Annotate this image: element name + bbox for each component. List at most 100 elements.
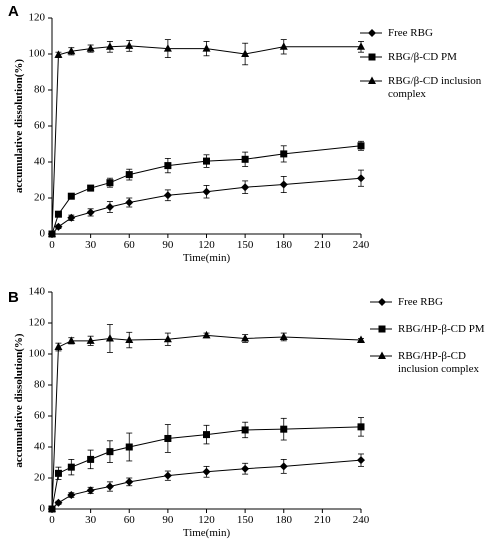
x-tick-label: 120 (198, 239, 215, 251)
x-axis-title: Time(min) (183, 527, 231, 539)
data-point (125, 477, 134, 486)
data-point (125, 41, 134, 49)
data-point (86, 208, 95, 217)
x-tick-label: 210 (314, 514, 331, 526)
legend-label: Free RBG (398, 296, 443, 308)
data-point (203, 157, 210, 165)
data-point (202, 330, 211, 339)
legend-marker (368, 53, 376, 61)
data-point (125, 443, 133, 451)
data-point (241, 464, 250, 473)
data-point (86, 486, 95, 495)
data-point (241, 334, 250, 342)
legend-label: Free RBG (388, 27, 433, 39)
series-line (51, 334, 362, 510)
panel-label: A (8, 3, 19, 20)
x-tick-label: 240 (353, 239, 370, 251)
x-tick-label: 60 (124, 239, 136, 251)
chart-panel-a: A 0 20 40 60 80 100 120 0 30 60 90 120 150 180 210 240 Ti… (8, 3, 482, 264)
data-point (241, 49, 250, 57)
data-point (54, 210, 62, 218)
x-tick-label: 30 (85, 239, 97, 251)
series-line (51, 45, 361, 235)
legend-entry: RBG/HP-β-CD PM (370, 323, 485, 335)
data-point (280, 425, 288, 433)
data-point (164, 434, 172, 442)
data-point (203, 431, 210, 439)
data-point (163, 471, 172, 480)
data-point (357, 42, 365, 50)
y-tick-label: 80 (34, 84, 46, 96)
legend-marker (368, 76, 376, 84)
data-point (54, 469, 62, 477)
y-tick-label: 80 (34, 379, 46, 391)
data-point (106, 448, 114, 456)
x-tick-label: 240 (353, 514, 370, 526)
series-triangle (48, 324, 365, 512)
data-point (54, 498, 63, 507)
data-point (279, 42, 288, 50)
y-tick-label: 60 (34, 410, 46, 422)
data-point (241, 155, 249, 163)
data-point (105, 42, 114, 50)
y-tick-label: 0 (40, 228, 46, 240)
data-point (357, 174, 365, 183)
y-tick-label: 20 (34, 472, 46, 484)
x-tick-label: 30 (85, 514, 97, 526)
data-point (163, 334, 172, 343)
data-point (87, 184, 95, 192)
data-point (241, 183, 250, 192)
y-axis-title: accumulative dissolution(%) (13, 333, 25, 467)
chart-panel-b: B 0 20 40 60 80 100 120 140 0 30 60 90 120 150 180 210 24… (8, 286, 485, 539)
y-axis-title: accumulative dissolution(%) (13, 59, 25, 193)
legend-label: RBG/β-CD inclusion complex (388, 75, 482, 100)
data-point (125, 198, 134, 207)
legend-entry: Free RBG (360, 27, 433, 39)
data-point (202, 467, 211, 476)
x-tick-label: 90 (162, 514, 174, 526)
data-point (357, 423, 365, 431)
data-point (125, 171, 133, 179)
y-tick-label: 140 (29, 286, 46, 298)
x-tick-label: 90 (162, 239, 174, 251)
x-tick-label: 150 (237, 239, 254, 251)
legend-marker (368, 29, 376, 37)
data-point (163, 44, 172, 52)
legend-label: RBG/HP-β-CD PM (398, 323, 485, 335)
data-point (67, 192, 75, 200)
y-tick-label: 100 (29, 348, 46, 360)
x-tick-label: 180 (276, 514, 293, 526)
y-tick-label: 40 (34, 441, 46, 453)
x-tick-label: 180 (276, 239, 293, 251)
data-point (86, 336, 95, 344)
series-diamond (48, 453, 365, 513)
data-point (105, 334, 114, 342)
data-point (279, 180, 288, 189)
series-square (48, 417, 365, 513)
legend-entry: RBG/β-CD inclusion complex (360, 75, 482, 100)
data-point (54, 222, 63, 231)
x-tick-label: 210 (314, 239, 331, 251)
data-point (54, 50, 63, 58)
x-tick-label: 0 (49, 239, 55, 251)
x-tick-label: 60 (124, 514, 136, 526)
data-point (125, 335, 134, 344)
y-tick-label: 40 (34, 156, 46, 168)
data-point (86, 44, 95, 52)
data-point (163, 191, 172, 200)
data-point (67, 491, 76, 500)
data-point (48, 504, 56, 512)
data-point (105, 482, 114, 491)
x-tick-label: 120 (198, 514, 215, 526)
legend-marker (378, 351, 386, 359)
legend-label: RBG/HP-β-CD inclusion complex (398, 350, 479, 375)
data-point (67, 336, 76, 344)
data-point (106, 179, 114, 187)
legend-marker (378, 325, 386, 333)
data-point (241, 426, 249, 434)
data-point (357, 142, 365, 150)
data-point (67, 463, 75, 471)
data-point (357, 456, 365, 465)
y-tick-label: 100 (29, 48, 46, 60)
data-point (87, 455, 95, 463)
